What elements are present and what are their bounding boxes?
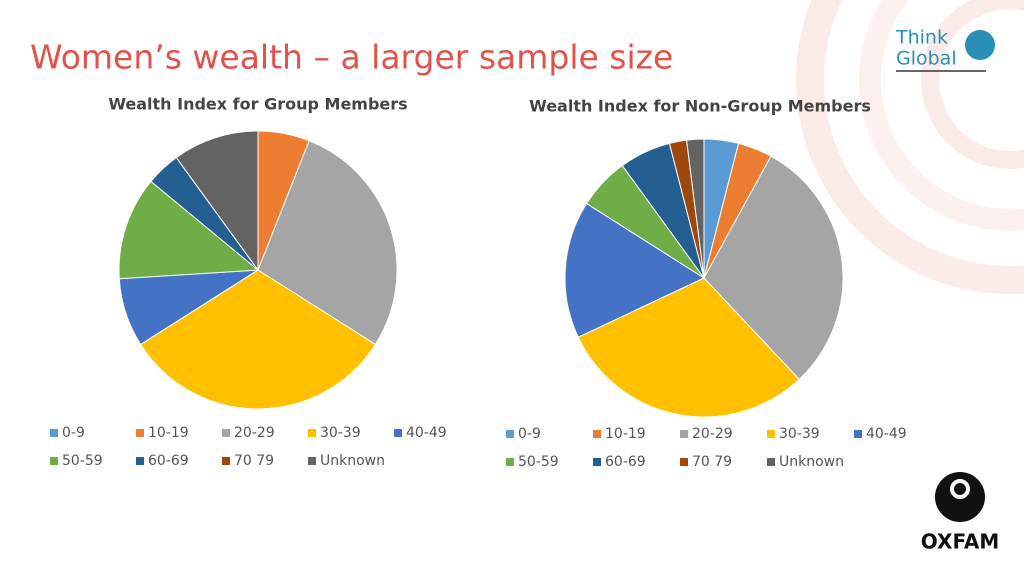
legend-swatch bbox=[506, 458, 514, 466]
legend-label: 40-49 bbox=[866, 426, 907, 442]
logo-text: Think bbox=[895, 27, 948, 49]
legend-swatch bbox=[308, 457, 316, 465]
pie-slice bbox=[577, 277, 800, 418]
legend-swatch bbox=[222, 429, 230, 437]
legend-swatch bbox=[394, 429, 402, 437]
legend-swatch bbox=[506, 430, 514, 438]
pie-slice bbox=[139, 269, 377, 410]
legend-swatch bbox=[680, 430, 688, 438]
legend-swatch bbox=[50, 457, 58, 465]
legend-label: 60-69 bbox=[148, 453, 189, 469]
logo-globe bbox=[965, 30, 995, 60]
legend-swatch bbox=[50, 429, 58, 437]
think-global-logo: Think Global bbox=[895, 27, 995, 72]
legend-label: 0-9 bbox=[518, 426, 541, 442]
background-decoration bbox=[796, 0, 1024, 294]
legend-swatch bbox=[767, 458, 775, 466]
pie-slice bbox=[686, 138, 705, 279]
logo-text: Global bbox=[896, 48, 957, 70]
pie-slice bbox=[703, 155, 844, 381]
legend-swatch bbox=[593, 458, 601, 466]
legend-label: Unknown bbox=[320, 453, 385, 469]
legend-label: 0-9 bbox=[62, 425, 85, 441]
legend-label: 10-19 bbox=[148, 425, 189, 441]
chart-title: Wealth Index for Non-Group Members bbox=[529, 97, 871, 116]
legend-label: 70 79 bbox=[234, 453, 274, 469]
legend-label: 60-69 bbox=[605, 454, 646, 470]
pie-slice bbox=[118, 180, 260, 280]
legend-swatch bbox=[308, 429, 316, 437]
legend-swatch bbox=[136, 429, 144, 437]
legend-swatch bbox=[222, 457, 230, 465]
legend-swatch bbox=[136, 457, 144, 465]
legend-label: 30-39 bbox=[779, 426, 820, 442]
legend-label: 20-29 bbox=[692, 426, 733, 442]
pie-slice bbox=[175, 130, 259, 272]
legend-label: 70 79 bbox=[692, 454, 732, 470]
legend-swatch bbox=[854, 430, 862, 438]
legend-label: Unknown bbox=[779, 454, 844, 470]
legend-label: 40-49 bbox=[406, 425, 447, 441]
legend-swatch bbox=[767, 430, 775, 438]
legend-swatch bbox=[680, 458, 688, 466]
pie-slice bbox=[564, 202, 706, 338]
oxfam-logo: OXFAM bbox=[921, 472, 999, 554]
legend-label: 30-39 bbox=[320, 425, 361, 441]
legend-label: 50-59 bbox=[62, 453, 103, 469]
pie-slice bbox=[257, 140, 398, 346]
legend-label: 50-59 bbox=[518, 454, 559, 470]
legend-swatch bbox=[593, 430, 601, 438]
logo-text: OXFAM bbox=[921, 530, 999, 554]
legend-label: 20-29 bbox=[234, 425, 275, 441]
legend-label: 10-19 bbox=[605, 426, 646, 442]
logo-mark bbox=[950, 479, 970, 499]
chart-title: Wealth Index for Group Members bbox=[108, 95, 407, 114]
slide-title: Women’s wealth – a larger sample size bbox=[30, 38, 673, 77]
